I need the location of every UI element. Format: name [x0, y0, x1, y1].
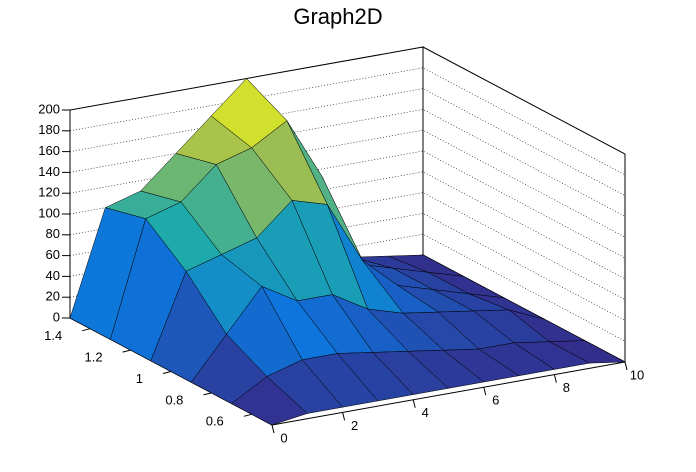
z-tick-label: 180 — [38, 122, 60, 137]
y-tick — [162, 371, 172, 374]
x-tick — [271, 424, 275, 434]
x-tick-label: 4 — [422, 405, 429, 420]
grid-line — [69, 150, 626, 259]
grid-line — [69, 46, 626, 155]
grid-line — [69, 192, 626, 300]
z-tick-label: 80 — [46, 226, 60, 241]
y-tick-label: 0.6 — [206, 414, 224, 429]
z-tick-label: 160 — [38, 143, 60, 158]
z-tick-label: 200 — [38, 101, 60, 116]
grid-line — [69, 233, 626, 342]
y-tick — [82, 328, 91, 332]
x-tick-label: 2 — [351, 418, 358, 433]
y-tick-label: 1.2 — [85, 350, 103, 365]
z-tick-label: 20 — [46, 289, 60, 304]
z-tick-label: 40 — [46, 268, 60, 283]
x-tick-label: 0 — [280, 430, 287, 445]
y-tick-label: 1 — [136, 371, 143, 386]
y-tick — [203, 392, 212, 396]
y-tick-label: 0.8 — [165, 392, 183, 407]
box-edge — [271, 361, 626, 426]
x-tick — [624, 361, 628, 371]
grid-line — [69, 88, 626, 196]
chart-title: Graph2D — [293, 4, 382, 29]
x-tick — [412, 399, 416, 408]
x-tick — [342, 412, 346, 421]
grid-line — [69, 109, 626, 217]
y-tick-label: 1.4 — [44, 328, 62, 343]
grid-line — [69, 213, 626, 321]
x-tick — [553, 374, 557, 383]
y-tick — [122, 349, 131, 353]
grid-line — [69, 171, 626, 280]
x-tick-label: 6 — [492, 393, 499, 408]
y-tick — [243, 413, 252, 417]
z-tick-label: 0 — [53, 309, 60, 324]
z-tick-label: 60 — [46, 247, 60, 262]
x-tick-label: 10 — [630, 367, 644, 382]
z-tick-label: 100 — [38, 205, 60, 220]
z-tick-label: 140 — [38, 164, 60, 179]
x-tick-label: 8 — [563, 380, 570, 395]
grid-line — [69, 67, 626, 176]
grid-line — [69, 129, 626, 238]
surface-cell — [231, 376, 308, 426]
z-tick-label: 120 — [38, 185, 60, 200]
x-tick — [483, 387, 487, 396]
